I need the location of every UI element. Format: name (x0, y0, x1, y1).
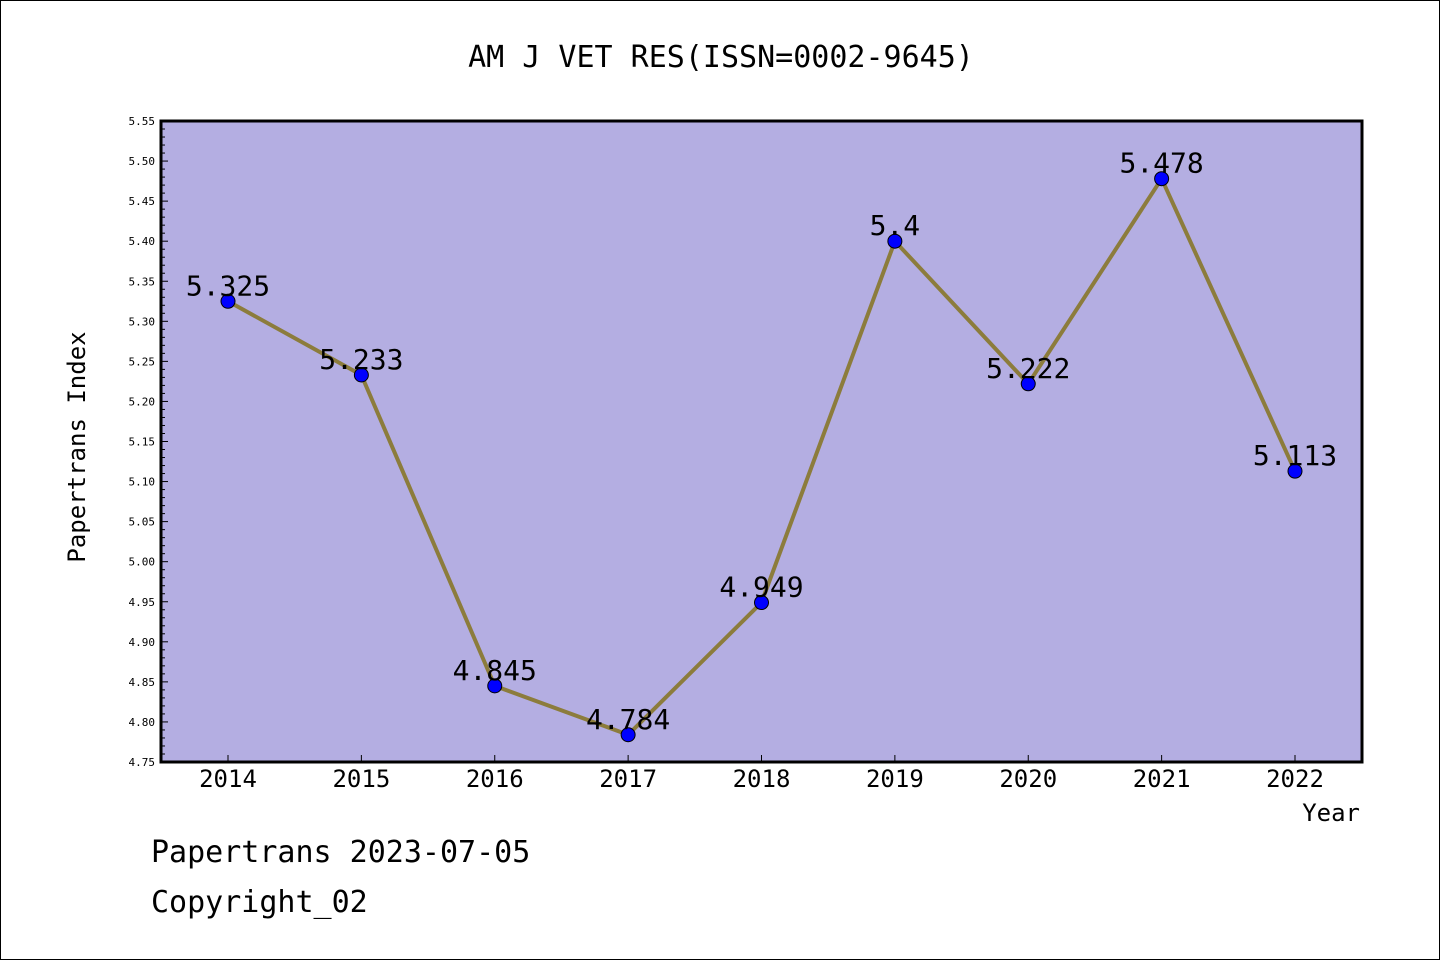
footer-copyright-text: Copyright_02 (151, 885, 368, 920)
x-tick-label: 2021 (1133, 765, 1191, 793)
x-tick-label: 2022 (1266, 765, 1324, 793)
data-label: 4.949 (719, 571, 803, 604)
data-point (620, 727, 636, 743)
data-label: 5.478 (1119, 147, 1203, 180)
y-tick-label: 5.45 (129, 195, 156, 208)
data-label: 4.784 (586, 703, 670, 736)
y-tick-label: 5.00 (129, 556, 156, 569)
y-tick-label: 5.25 (129, 355, 156, 368)
y-tick-label: 4.75 (129, 756, 156, 769)
data-point (1154, 171, 1170, 187)
y-tick-label: 4.85 (129, 676, 156, 689)
y-tick-label: 5.10 (129, 476, 156, 489)
series-layer: 5.325 5.233 4.845 4.784 4.949 5.4 5.222 5.478 5.… (186, 147, 1337, 743)
y-tick-label: 5.40 (129, 235, 156, 248)
data-point (353, 367, 369, 383)
y-tick-label: 4.95 (129, 596, 156, 609)
y-tick-label: 5.05 (129, 516, 156, 529)
data-label: 5.325 (186, 269, 270, 302)
x-tick-label: 2018 (733, 765, 791, 793)
data-point (487, 678, 503, 694)
x-tick-label: 2017 (599, 765, 657, 793)
y-axis-label: Papertrans Index (63, 331, 91, 562)
x-axis: 2014 2015 2016 2017 2018 2019 2020 2021 2022 (199, 755, 1324, 793)
data-point (220, 293, 236, 309)
y-tick-label: 4.90 (129, 636, 156, 649)
data-label: 5.222 (986, 352, 1070, 385)
chart-title: AM J VET RES(ISSN=0002-9645) (468, 40, 974, 75)
data-point (1020, 376, 1036, 392)
y-tick-label: 5.50 (129, 155, 156, 168)
data-point (887, 233, 903, 249)
y-tick-label: 5.35 (129, 275, 156, 288)
data-point (1287, 463, 1303, 479)
data-label: 5.233 (319, 343, 403, 376)
data-point (754, 595, 769, 611)
x-tick-label: 2014 (199, 765, 257, 793)
y-axis: 4.75 4.80 4.85 4.90 4.95 5.00 5.05 5.10 5.15 5.20… (129, 115, 168, 769)
y-tick-label: 5.15 (129, 436, 156, 449)
x-axis-label: Year (1302, 799, 1360, 827)
plot-area (159, 119, 1364, 764)
data-label: 5.4 (870, 209, 921, 242)
x-tick-label: 2019 (866, 765, 924, 793)
y-tick-label: 4.80 (129, 716, 156, 729)
y-tick-label: 5.55 (129, 115, 156, 128)
data-label: 4.845 (453, 654, 537, 687)
y-tick-label: 5.20 (129, 395, 156, 408)
y-tick-label: 5.30 (129, 315, 156, 328)
x-tick-label: 2020 (999, 765, 1057, 793)
x-tick-label: 2015 (332, 765, 390, 793)
footer-date-text: Papertrans 2023-07-05 (151, 835, 531, 870)
data-label: 5.113 (1253, 439, 1337, 472)
x-tick-label: 2016 (466, 765, 524, 793)
